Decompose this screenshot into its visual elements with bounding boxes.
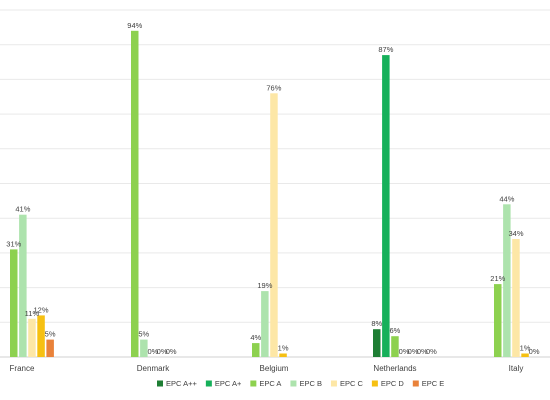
bar-italy-epc-c bbox=[512, 239, 520, 357]
legend-swatch-epc-b bbox=[290, 380, 297, 387]
bar-denmark-epc-a bbox=[131, 30, 139, 358]
data-label-italy-epc-e: 0% bbox=[529, 347, 540, 356]
data-label-denmark-epc-a: 94% bbox=[127, 21, 142, 30]
legend-label-epc-a: EPC A bbox=[259, 379, 281, 388]
legend-label-epc-e: EPC E bbox=[422, 379, 445, 388]
legend-label-epc-a: EPC A++ bbox=[166, 379, 197, 388]
x-tick-belgium: Belgium bbox=[260, 364, 289, 373]
data-label-belgium-epc-b: 19% bbox=[257, 281, 272, 290]
data-label-france-epc-c: 11% bbox=[25, 309, 40, 318]
bar-france-epc-d bbox=[37, 315, 45, 357]
bar-netherlands-epc-a bbox=[373, 329, 381, 357]
data-label-netherlands-epc-d: 0% bbox=[417, 347, 428, 356]
bars bbox=[10, 30, 529, 358]
x-axis-ticks: FranceDenmarkBelgiumNetherlandsItalySpai… bbox=[10, 364, 524, 373]
bar-italy-epc-b bbox=[503, 204, 511, 357]
legend-label-epc-a: EPC A+ bbox=[215, 379, 242, 388]
bar-italy-epc-d bbox=[521, 353, 529, 357]
data-label-netherlands-epc-a: 87% bbox=[378, 45, 393, 54]
x-tick-netherlands: Netherlands bbox=[373, 364, 416, 373]
data-label-netherlands-epc-b: 0% bbox=[399, 347, 410, 356]
bar-belgium-epc-d bbox=[279, 353, 287, 357]
x-tick-denmark: Denmark bbox=[137, 364, 170, 373]
bar-france-epc-e bbox=[46, 339, 54, 357]
legend-swatch-epc-c bbox=[330, 380, 337, 387]
bar-france-epc-a bbox=[10, 249, 18, 357]
data-label-france-epc-a: 31% bbox=[6, 239, 21, 248]
data-label-italy-epc-d: 1% bbox=[520, 344, 531, 353]
legend-swatch-epc-a bbox=[250, 380, 257, 387]
data-label-italy-epc-c: 34% bbox=[508, 229, 523, 238]
legend-label-epc-b: EPC B bbox=[299, 379, 322, 388]
data-label-denmark-epc-b: 5% bbox=[138, 330, 149, 339]
data-label-belgium-epc-c: 76% bbox=[266, 83, 281, 92]
bar-italy-epc-a bbox=[494, 284, 502, 357]
legend-swatch-epc-a bbox=[205, 380, 212, 387]
bar-belgium-epc-a bbox=[252, 343, 260, 357]
data-label-netherlands-epc-e: 0% bbox=[426, 347, 437, 356]
bar-netherlands-epc-a bbox=[391, 336, 399, 357]
legend-swatch-epc-a bbox=[157, 380, 163, 387]
x-tick-italy: Italy bbox=[509, 364, 524, 373]
legend-swatch-epc-d bbox=[371, 380, 378, 387]
data-label-netherlands-epc-a: 8% bbox=[371, 319, 382, 328]
bar-denmark-epc-b bbox=[140, 339, 148, 357]
bar-france-epc-b bbox=[19, 214, 27, 357]
data-label-belgium-epc-a: 4% bbox=[250, 333, 261, 342]
data-labels: 31%41%11%12%5%94%5%0%0%0%4%19%76%1%8%87%… bbox=[6, 21, 540, 356]
data-label-netherlands-epc-c: 0% bbox=[408, 347, 419, 356]
data-label-belgium-epc-d: 1% bbox=[278, 344, 289, 353]
data-label-denmark-epc-c: 0% bbox=[147, 347, 158, 356]
x-tick-france: France bbox=[10, 364, 35, 373]
bar-france-epc-c bbox=[28, 318, 36, 357]
bar-netherlands-epc-a bbox=[382, 55, 390, 357]
data-label-italy-epc-a: 21% bbox=[490, 274, 505, 283]
data-label-denmark-epc-d: 0% bbox=[157, 347, 168, 356]
legend-swatch-epc-e bbox=[412, 380, 419, 387]
data-label-france-epc-d: 12% bbox=[33, 305, 48, 314]
data-label-netherlands-epc-a: 6% bbox=[389, 326, 400, 335]
data-label-france-epc-e: 5% bbox=[45, 330, 56, 339]
bar-belgium-epc-b bbox=[261, 291, 269, 357]
legend-label-epc-c: EPC C bbox=[340, 379, 364, 388]
data-label-france-epc-b: 41% bbox=[15, 205, 30, 214]
data-label-italy-epc-b: 44% bbox=[499, 194, 514, 203]
data-label-denmark-epc-e: 0% bbox=[166, 347, 177, 356]
bar-belgium-epc-c bbox=[270, 93, 278, 358]
legend: EPC A++ EPC A+ EPC A EPC B EPC C EPC D EPC E bbox=[157, 379, 444, 388]
legend-label-epc-d: EPC D bbox=[381, 379, 405, 388]
